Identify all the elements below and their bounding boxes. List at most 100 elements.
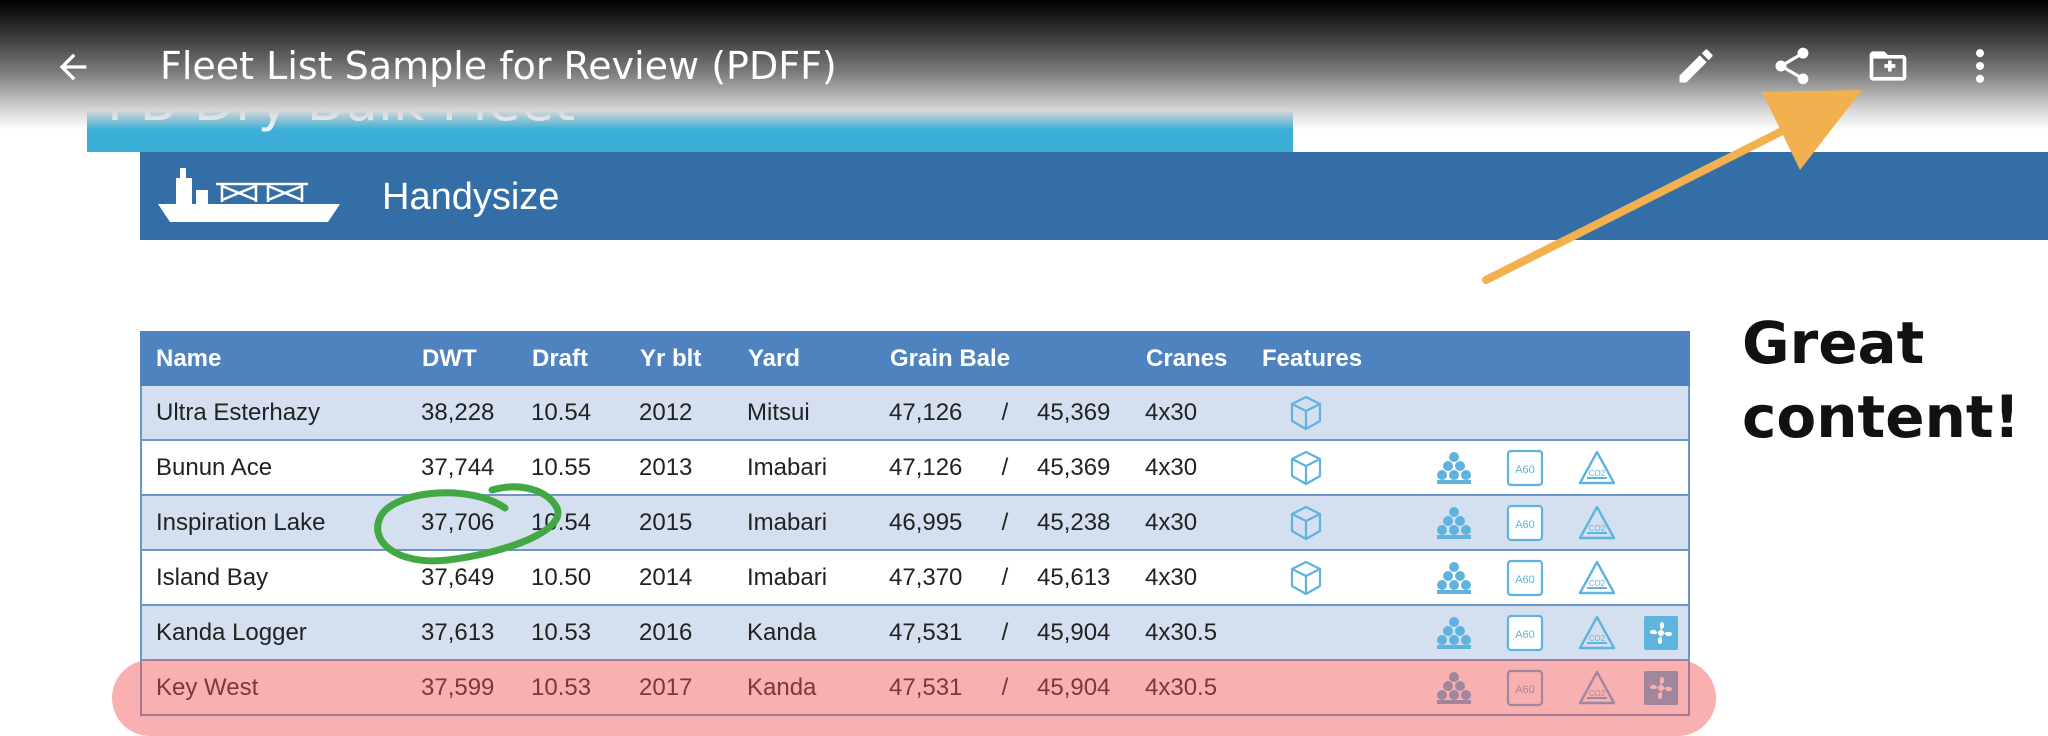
cell-yr: 2015 xyxy=(625,494,733,551)
cell-yard: Mitsui xyxy=(733,384,875,441)
cell-feature xyxy=(1365,659,1420,716)
cell-feature xyxy=(1247,384,1366,441)
cell-feature xyxy=(1419,659,1490,716)
cell-feature: CO2 xyxy=(1561,439,1634,496)
cell-name: Kanda Logger xyxy=(140,604,407,661)
cell-separator: / xyxy=(987,439,1023,496)
cell-dwt: 38,228 xyxy=(407,384,517,441)
cell-yr: 2017 xyxy=(625,659,733,716)
share-button[interactable] xyxy=(1762,38,1822,94)
ventilation-fan-icon xyxy=(1643,670,1678,705)
review-callout: Great content! xyxy=(1742,306,2020,454)
add-to-folder-button[interactable] xyxy=(1858,38,1918,94)
cell-dwt: 37,706 xyxy=(407,494,517,551)
cell-name: Ultra Esterhazy xyxy=(140,384,407,441)
a60-label: A60 xyxy=(1515,629,1535,641)
a60-rating-icon: A60 xyxy=(1506,559,1544,596)
cell-draft: 10.53 xyxy=(517,604,625,661)
row-highlight-mark xyxy=(112,660,1716,736)
a60-label: A60 xyxy=(1515,574,1535,586)
cell-yr: 2012 xyxy=(625,384,733,441)
cell-yard: Kanda xyxy=(733,659,875,716)
hatch-box-icon xyxy=(1290,505,1322,540)
cell-bale: 45,238 xyxy=(1023,494,1132,551)
table-row[interactable]: Bunun Ace 37,744 10.55 2013 Imabari 47,126/45… xyxy=(140,439,1691,496)
co2-label: CO2 xyxy=(1589,469,1606,478)
share-icon xyxy=(1775,47,1809,85)
document-title: Fleet List Sample for Review (PDFF) xyxy=(160,44,837,88)
cell-cranes: 4x30.5 xyxy=(1131,604,1248,661)
cell-cranes: 4x30 xyxy=(1131,549,1248,606)
column-header: Name xyxy=(140,331,408,386)
co2-label: CO2 xyxy=(1589,524,1606,533)
cell-feature xyxy=(1633,549,1691,606)
cell-name: Key West xyxy=(140,659,407,716)
more-vert-icon xyxy=(1975,49,1985,83)
edit-button[interactable] xyxy=(1666,38,1726,94)
column-header: DWT xyxy=(406,331,518,386)
cell-yr: 2014 xyxy=(625,549,733,606)
hatch-box-icon xyxy=(1290,450,1322,485)
column-header: Grain Bale xyxy=(873,331,1133,386)
logs-stack-icon xyxy=(1437,506,1472,539)
more-options-button[interactable] xyxy=(1950,38,2010,94)
cell-draft: 10.53 xyxy=(517,659,625,716)
column-header: Features xyxy=(1246,331,1691,386)
table-row[interactable]: Kanda Logger 37,613 10.53 2016 Kanda 47,531/4… xyxy=(140,604,1691,661)
logs-stack-icon xyxy=(1437,451,1472,484)
table-row[interactable]: Inspiration Lake 37,706 10.54 2015 Imabari 46… xyxy=(140,494,1691,551)
back-button[interactable] xyxy=(48,42,98,92)
a60-label: A60 xyxy=(1515,464,1535,476)
cell-feature xyxy=(1365,604,1420,661)
table-row[interactable]: Key West 37,599 10.53 2017 Kanda 47,531/45,90… xyxy=(140,659,1691,716)
cell-yr: 2016 xyxy=(625,604,733,661)
table-row[interactable]: Ultra Esterhazy 38,228 10.54 2012 Mitsui 47,1… xyxy=(140,384,1691,441)
cell-feature xyxy=(1419,494,1490,551)
co2-label: CO2 xyxy=(1589,634,1606,643)
cell-feature: CO2 xyxy=(1561,494,1634,551)
cell-feature xyxy=(1247,659,1366,716)
cell-cranes: 4x30.5 xyxy=(1131,659,1248,716)
cell-yard: Imabari xyxy=(733,439,875,496)
cell-separator: / xyxy=(987,549,1023,606)
cell-feature: A60 xyxy=(1489,439,1562,496)
back-arrow-icon xyxy=(59,53,87,81)
cell-bale: 45,369 xyxy=(1023,439,1132,496)
table-row[interactable]: Island Bay 37,649 10.50 2014 Imabari 47,370/4… xyxy=(140,549,1691,606)
callout-line: Great xyxy=(1742,309,1925,377)
cell-feature xyxy=(1419,384,1490,441)
a60-rating-icon: A60 xyxy=(1506,449,1544,486)
cell-feature xyxy=(1633,604,1691,661)
a60-label: A60 xyxy=(1515,684,1535,696)
bulk-carrier-icon xyxy=(158,168,340,222)
co2-label: CO2 xyxy=(1589,689,1606,698)
cell-feature xyxy=(1419,549,1490,606)
cell-name: Inspiration Lake xyxy=(140,494,407,551)
cell-dwt: 37,599 xyxy=(407,659,517,716)
cell-feature xyxy=(1489,384,1562,441)
cell-grain: 47,126 xyxy=(875,384,987,441)
section-title: Handysize xyxy=(382,176,560,218)
cell-feature xyxy=(1247,439,1366,496)
cell-cranes: 4x30 xyxy=(1131,494,1248,551)
co2-fitted-icon: CO2 xyxy=(1578,670,1616,704)
callout-line: content! xyxy=(1742,383,2021,451)
column-header: Yr blt xyxy=(624,331,734,386)
cell-dwt: 37,613 xyxy=(407,604,517,661)
cell-name: Island Bay xyxy=(140,549,407,606)
cell-draft: 10.54 xyxy=(517,384,625,441)
cell-feature xyxy=(1633,494,1691,551)
hatch-box-icon xyxy=(1290,560,1322,595)
cell-feature xyxy=(1365,439,1420,496)
cell-grain: 47,531 xyxy=(875,604,987,661)
cell-name: Bunun Ace xyxy=(140,439,407,496)
cell-feature: CO2 xyxy=(1561,604,1634,661)
a60-label: A60 xyxy=(1515,519,1535,531)
co2-fitted-icon: CO2 xyxy=(1578,505,1616,539)
cell-feature xyxy=(1247,494,1366,551)
table-header-row: Name DWT Draft Yr blt Yard Grain Bale Cr… xyxy=(140,331,1691,386)
cell-feature: A60 xyxy=(1489,549,1562,606)
cell-cranes: 4x30 xyxy=(1131,439,1248,496)
cell-feature: CO2 xyxy=(1561,659,1634,716)
add-to-folder-icon xyxy=(1869,51,1907,81)
